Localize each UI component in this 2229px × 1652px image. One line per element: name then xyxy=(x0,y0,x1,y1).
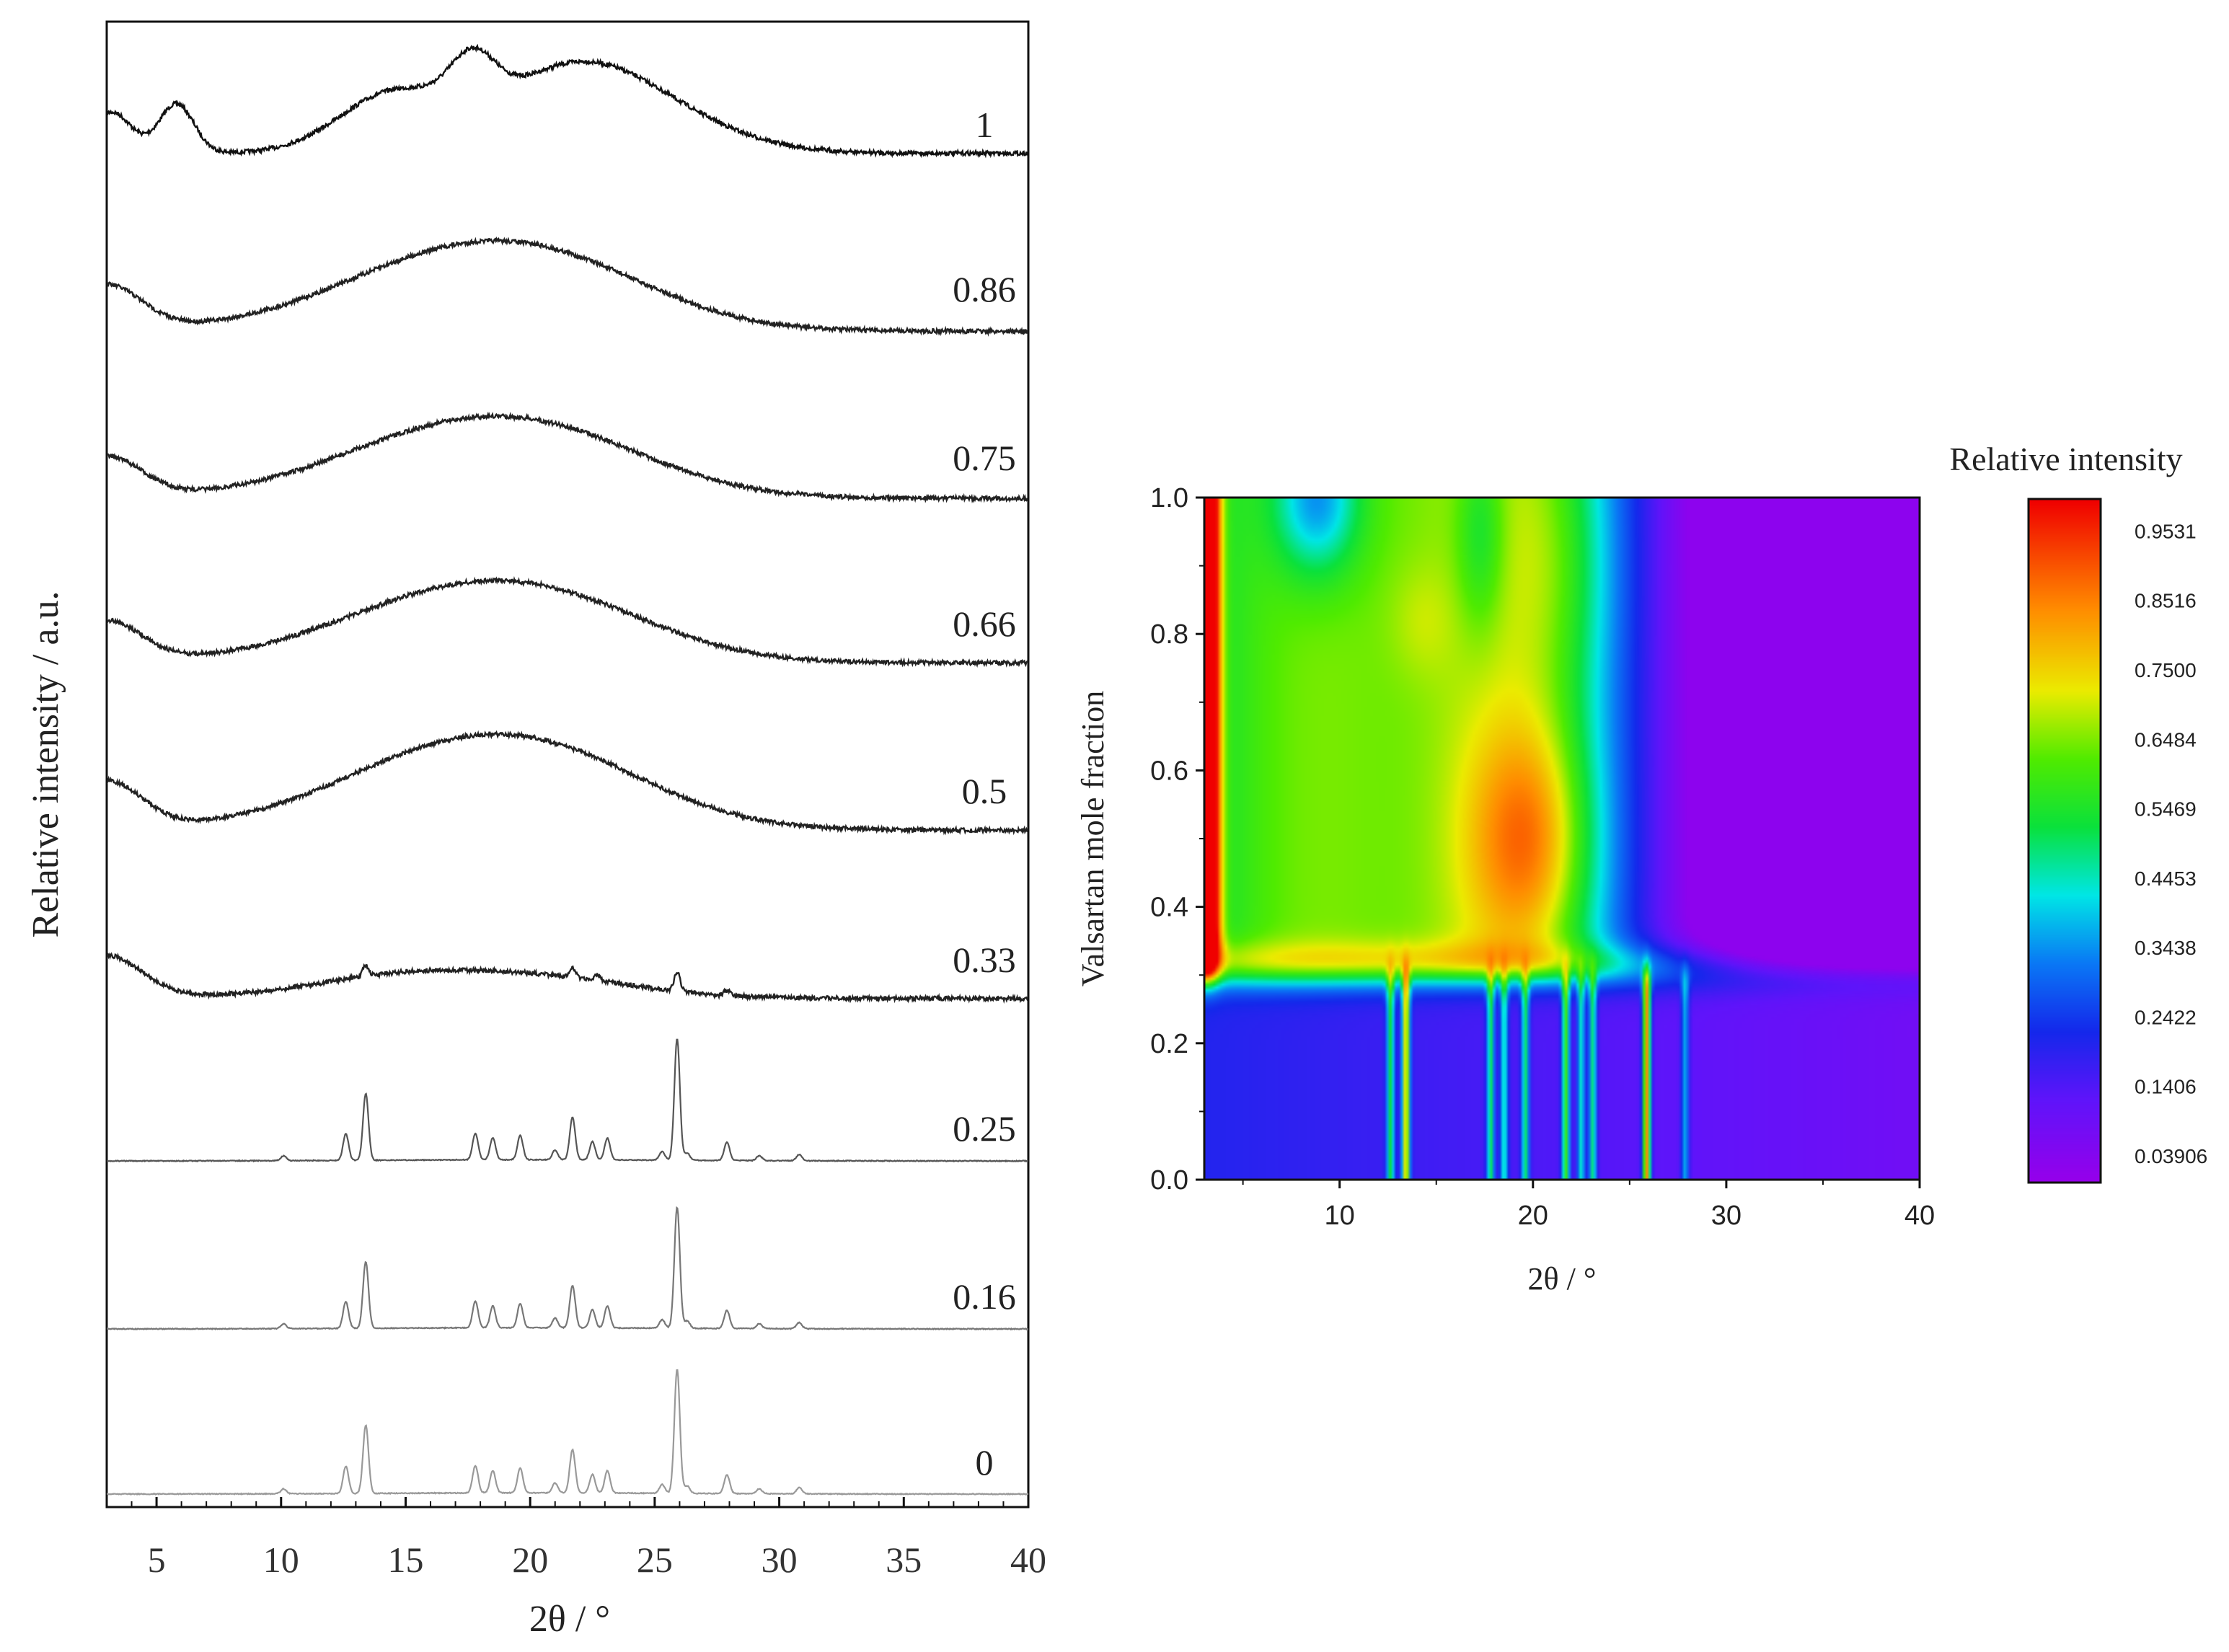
colorbar-tick-label: 0.6484 xyxy=(2135,728,2197,751)
xrd-curve-0.75 xyxy=(107,411,1028,504)
curve-label: 0.66 xyxy=(953,604,1016,644)
x-tick-label: 15 xyxy=(387,1540,423,1580)
x-tick-label: 20 xyxy=(512,1540,548,1580)
x-tick-label: 35 xyxy=(886,1540,922,1580)
colorbar-tick-label: 0.03906 xyxy=(2135,1145,2207,1167)
xrd-stacked-panel: 1 0.86 0.75 0.66 0.5 0.33 0.25 0.16 0 5 10 15 20 25 3… xyxy=(25,20,1046,1640)
colorbar-tick-label: 0.5469 xyxy=(2135,798,2197,821)
heat-y-tick-label: 0.6 xyxy=(1150,756,1188,786)
heat-x-tick-label: 30 xyxy=(1711,1201,1742,1231)
xrd-curve-0.25 xyxy=(107,1038,1028,1163)
heat-y-tick-label: 0.0 xyxy=(1150,1165,1188,1196)
heat-x-tick-label: 20 xyxy=(1518,1201,1548,1231)
heatmap-y-axis-title: Valsartan mole fraction xyxy=(1075,691,1111,987)
heatmap-y-axis-ticks: 0.0 0.2 0.4 0.6 0.8 1.0 xyxy=(1150,483,1204,1196)
curve-label: 1 xyxy=(976,105,994,145)
left-x-axis-ticks: 5 10 15 20 25 30 35 40 xyxy=(131,1497,1046,1580)
curve-label: 0.33 xyxy=(953,940,1016,980)
colorbar-tick-label: 0.1406 xyxy=(2135,1076,2197,1098)
colorbar-tick-label: 0.4453 xyxy=(2135,867,2197,890)
xrd-curve-0 xyxy=(107,1369,1028,1496)
colorbar-title: Relative intensity xyxy=(1949,441,2182,477)
colorbar-tick-label: 0.9531 xyxy=(2135,520,2197,542)
colorbar-tick-label: 0.2422 xyxy=(2135,1006,2197,1028)
left-x-axis-title: 2θ / ° xyxy=(529,1599,610,1640)
curve-label: 0.16 xyxy=(953,1276,1016,1317)
curve-labels: 1 0.86 0.75 0.66 0.5 0.33 0.25 0.16 0 xyxy=(953,105,1016,1483)
xrd-curve-1 xyxy=(107,43,1028,159)
heat-y-tick-label: 1.0 xyxy=(1150,483,1188,513)
curve-label: 0.86 xyxy=(953,269,1016,309)
xrd-curve-0.5 xyxy=(107,730,1028,836)
colorbar-frame xyxy=(2027,498,2102,1184)
left-y-axis-title: Relative intensity / a.u. xyxy=(25,591,66,938)
xrd-curve-0.33 xyxy=(107,951,1028,1004)
curve-label: 0.25 xyxy=(953,1108,1016,1149)
colorbar-tick-label: 0.7500 xyxy=(2135,659,2197,681)
curve-label: 0 xyxy=(976,1442,994,1483)
heatmap-panel: 10 20 30 40 0.0 0.2 0.4 0.6 0.8 1.0 2θ / ° Valsa… xyxy=(1075,441,2207,1297)
x-tick-label: 25 xyxy=(637,1540,673,1580)
x-tick-label: 30 xyxy=(762,1540,798,1580)
colorbar-tick-label: 0.3438 xyxy=(2135,937,2197,959)
x-tick-label: 10 xyxy=(263,1540,299,1580)
heatmap-x-axis-title: 2θ / ° xyxy=(1528,1261,1597,1297)
heatmap-image xyxy=(1204,498,1920,1180)
heat-x-tick-label: 40 xyxy=(1904,1201,1935,1231)
colorbar-tick-label: 0.8516 xyxy=(2135,590,2197,612)
heat-y-tick-label: 0.4 xyxy=(1150,893,1188,923)
x-tick-label: 40 xyxy=(1010,1540,1046,1580)
heat-y-tick-label: 0.8 xyxy=(1150,619,1188,650)
xrd-curve-0.86 xyxy=(107,236,1028,337)
xrd-curve-0.66 xyxy=(107,575,1028,668)
colorbar-ticks: 0.9531 0.8516 0.7500 0.6484 0.5469 0.4453 0.34… xyxy=(2135,520,2207,1167)
x-tick-label: 5 xyxy=(148,1540,166,1580)
heatmap-x-axis-ticks: 10 20 30 40 xyxy=(1242,1180,1935,1231)
xrd-curve-0.16 xyxy=(107,1206,1028,1331)
colorbar-gradient xyxy=(2029,499,2101,1183)
left-plot-frame xyxy=(105,20,1030,1509)
xrd-curves xyxy=(107,43,1028,1496)
curve-label: 0.5 xyxy=(962,771,1007,811)
heat-x-tick-label: 10 xyxy=(1325,1201,1355,1231)
curve-label: 0.75 xyxy=(953,438,1016,478)
heat-y-tick-label: 0.2 xyxy=(1150,1029,1188,1059)
